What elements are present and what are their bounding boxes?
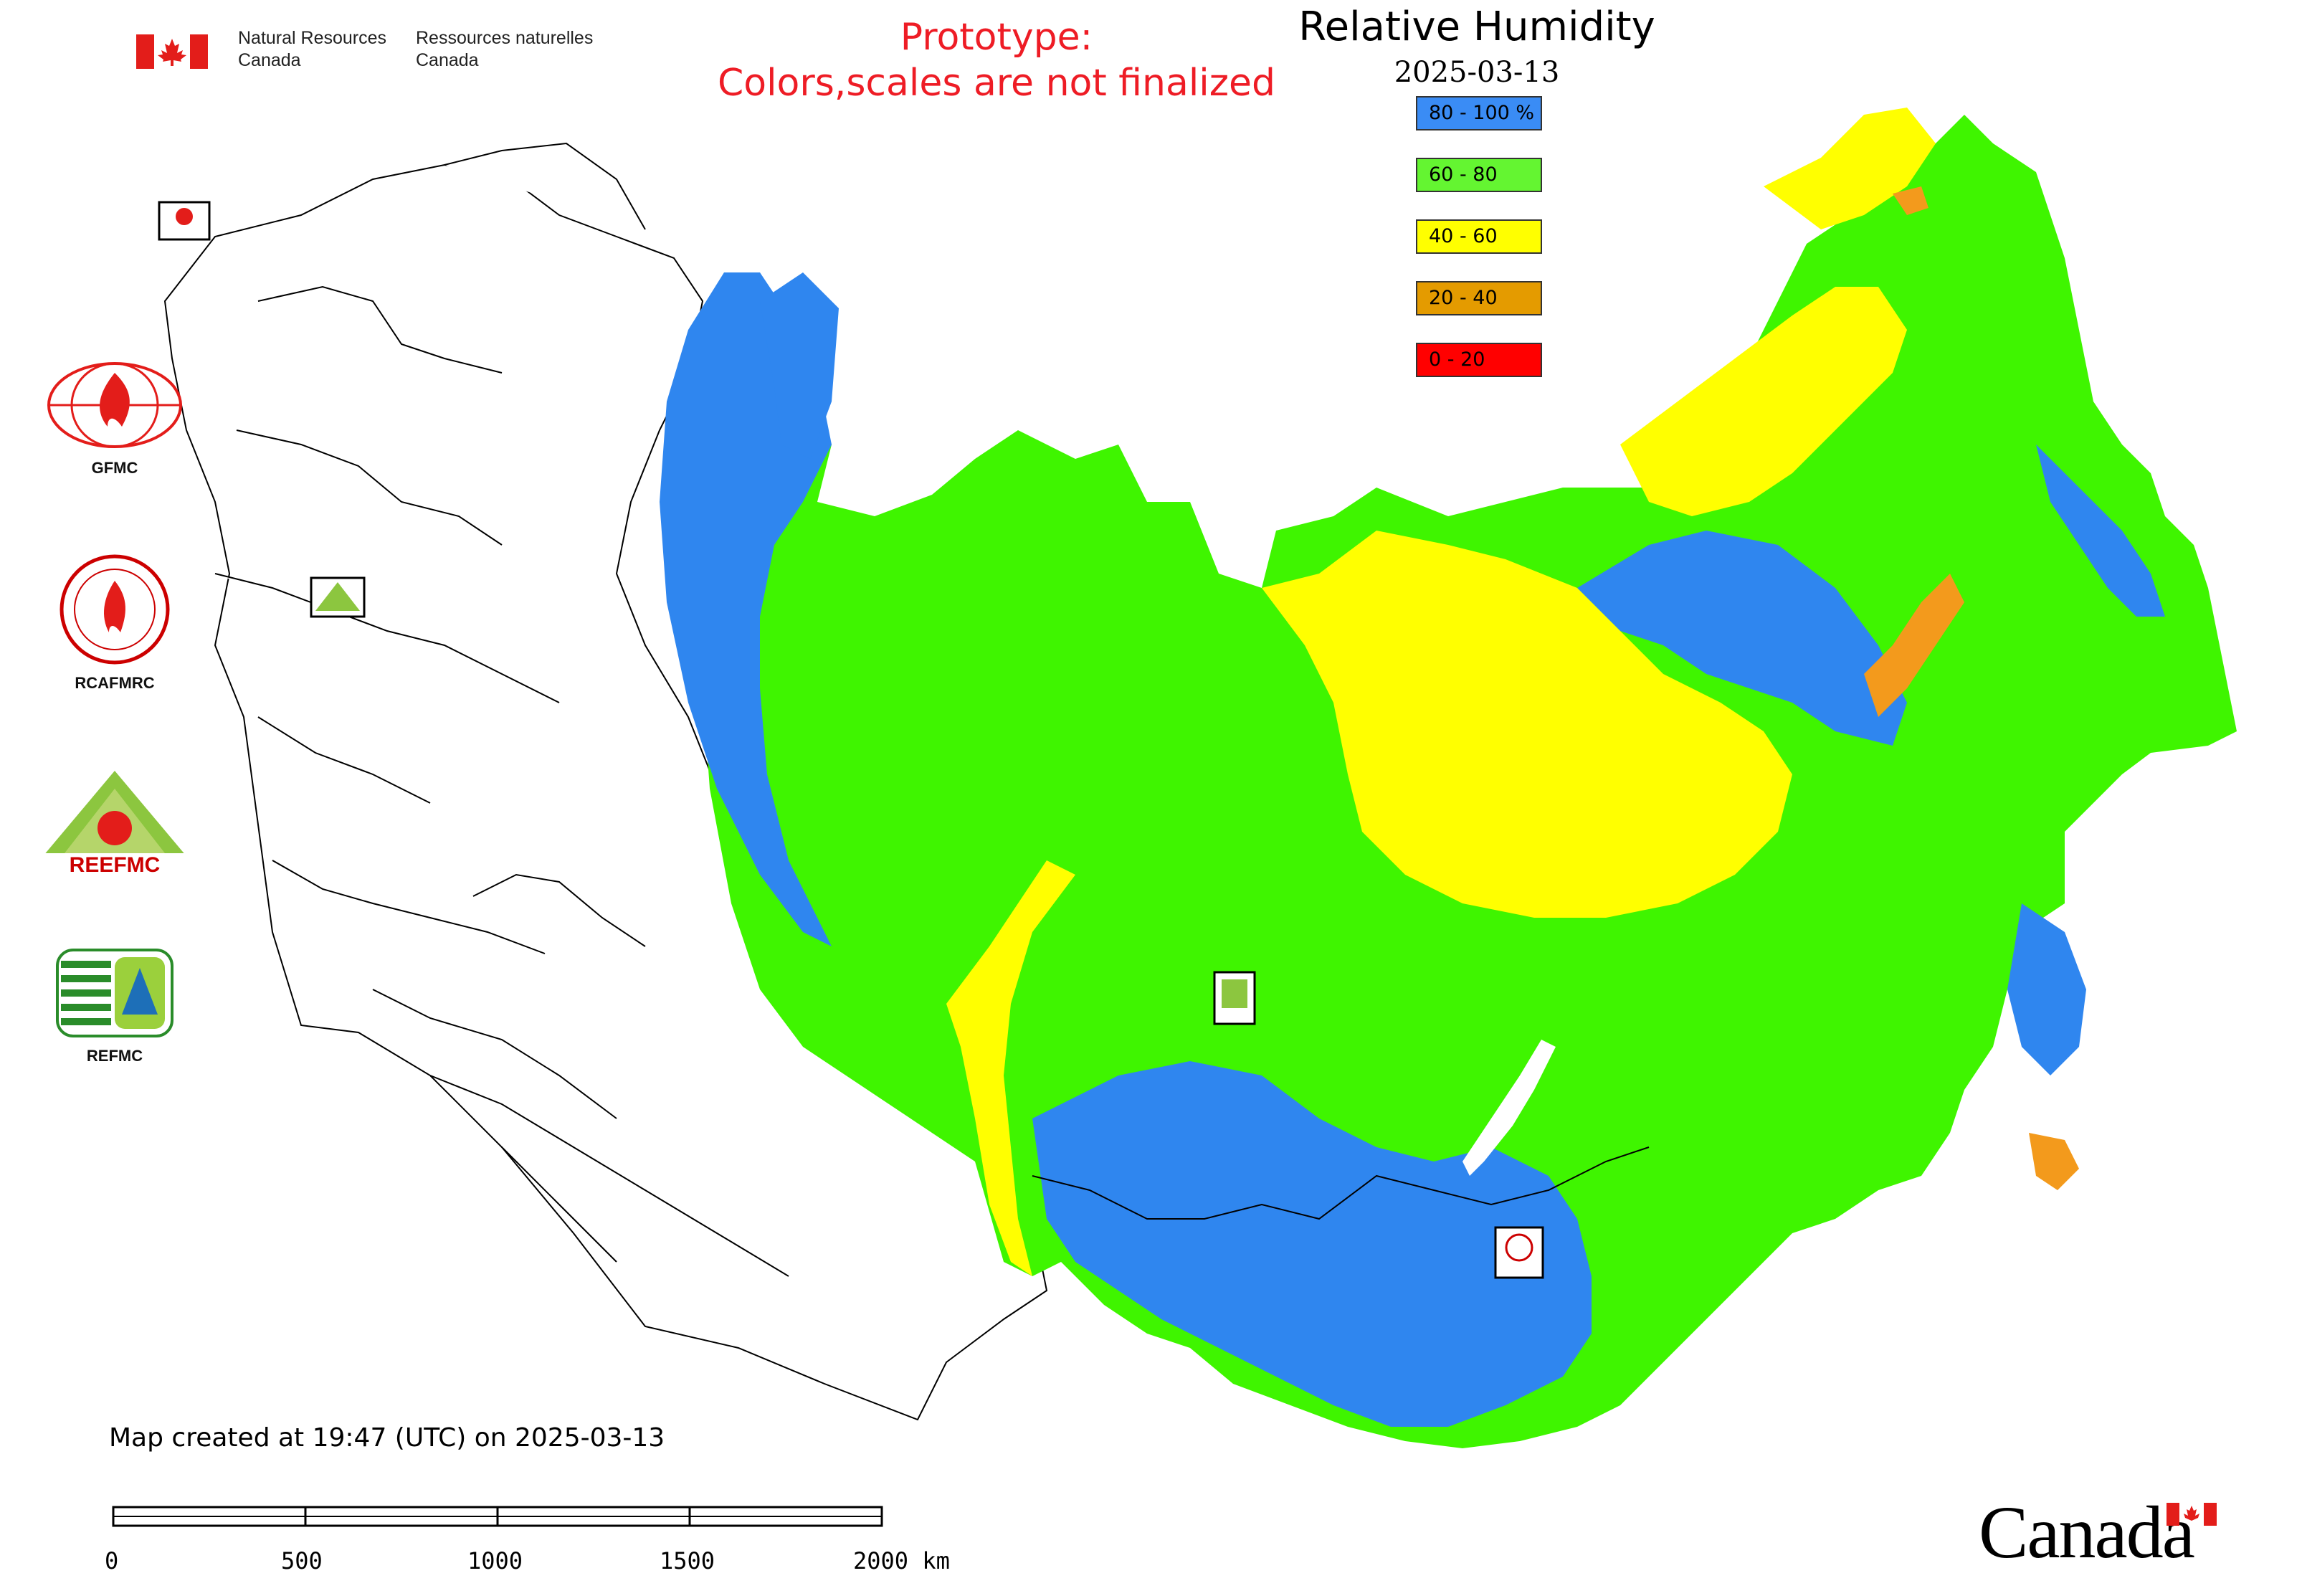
map-title: Relative Humidity [1298, 4, 1655, 50]
legend-item-0-20: 0 - 20 [1416, 343, 1542, 377]
humidity-zone-80-100-kamchatka [2036, 445, 2165, 617]
wordmark-flag-icon [2167, 1503, 2217, 1526]
legend-item-20-40: 20 - 40 [1416, 281, 1542, 315]
scale-bar-graphic [112, 1506, 883, 1527]
national-border-line [1032, 1146, 1650, 1220]
refmc-emblem-icon [56, 949, 173, 1037]
humidity-zone-40-60-west-strip [946, 860, 1075, 1276]
prototype-warning: Prototype: Colors,scales are not finaliz… [631, 14, 1362, 106]
scale-label-2000: 2000 km [853, 1547, 950, 1574]
agency-name-en: Natural Resources Canada [238, 28, 387, 70]
legend-swatch-label: 20 - 40 [1429, 287, 1498, 309]
legend: 80 - 100 % 60 - 80 40 - 60 20 - 40 0 - 2… [1416, 96, 1717, 397]
scale-label-1500: 1500 [660, 1547, 715, 1574]
map-stamp-reefmc [310, 576, 366, 618]
canada-wordmark: Canada [1979, 1477, 2237, 1574]
logo-reefmc-label: REEFMC [69, 853, 161, 877]
lake-baikal [1462, 1040, 1556, 1176]
logo-refmc: REFMC [29, 946, 201, 1065]
map-stamp-refmc [1213, 971, 1256, 1025]
humidity-zone-20-40-okhotsk [1864, 574, 1964, 717]
humidity-zone-80-100-amur [2007, 903, 2086, 1075]
humidity-zone-80-100-kola [760, 272, 839, 459]
logo-gfmc-label: GFMC [91, 459, 138, 477]
legend-swatch-label: 60 - 80 [1429, 163, 1498, 186]
humidity-zone-40-60-chukotka [1764, 108, 1936, 229]
gfmc-emblem-icon [47, 362, 182, 448]
legend-swatch-label: 0 - 20 [1429, 348, 1485, 371]
humidity-zone-20-40-chukotka [1893, 186, 1928, 215]
map-stamp-gfmc [158, 201, 211, 241]
legend-item-80-100: 80 - 100 % [1416, 96, 1542, 130]
logo-gfmc: GFMC [29, 358, 201, 478]
legend-swatch-label: 80 - 100 % [1429, 102, 1535, 124]
western-countries-outline [163, 142, 1048, 1421]
rcafmrc-emblem-icon [60, 554, 170, 665]
logo-reefmc: REEFMC [29, 767, 201, 878]
humidity-zone-80-100-northeast [1577, 531, 1907, 746]
logo-refmc-label: REFMC [86, 1047, 143, 1065]
humidity-raster [660, 108, 2237, 1448]
canada-wordmark-text: Canada [1979, 1491, 2195, 1574]
scale-label-0: 0 [105, 1547, 119, 1574]
legend-item-40-60: 40 - 60 [1416, 219, 1542, 254]
scale-label-500: 500 [281, 1547, 323, 1574]
agency-name-fr: Ressources naturelles Canada [416, 28, 594, 70]
reefmc-emblem-icon [39, 771, 190, 872]
legend-item-60-80: 60 - 80 [1416, 158, 1542, 192]
prototype-line-2: Colors,scales are not finalized [717, 62, 1276, 105]
prototype-line-1: Prototype: [900, 16, 1093, 59]
humidity-zone-20-40-vladivostok [2029, 1133, 2079, 1190]
legend-swatch-label: 40 - 60 [1429, 225, 1498, 247]
humidity-zone-40-60-northeast [1620, 287, 1907, 516]
logo-rcafmrc: RCAFMRC [29, 552, 201, 693]
scale-label-1000: 1000 [467, 1547, 523, 1574]
logo-rcafmrc-label: RCAFMRC [75, 674, 155, 692]
government-header: Natural Resources Canada Ressources natu… [136, 27, 638, 77]
humidity-zone-40-60-central [1262, 531, 1792, 918]
map-date: 2025-03-13 [1394, 56, 1560, 89]
map-created-timestamp: Map created at 19:47 (UTC) on 2025-03-13 [109, 1423, 665, 1453]
map-stamp-rcafmrc [1494, 1226, 1544, 1279]
canada-flag-icon [136, 34, 208, 69]
humidity-zone-80-100-south [1032, 1061, 1592, 1427]
scale-bar: 0 500 1000 1500 2000 km [100, 1503, 975, 1582]
